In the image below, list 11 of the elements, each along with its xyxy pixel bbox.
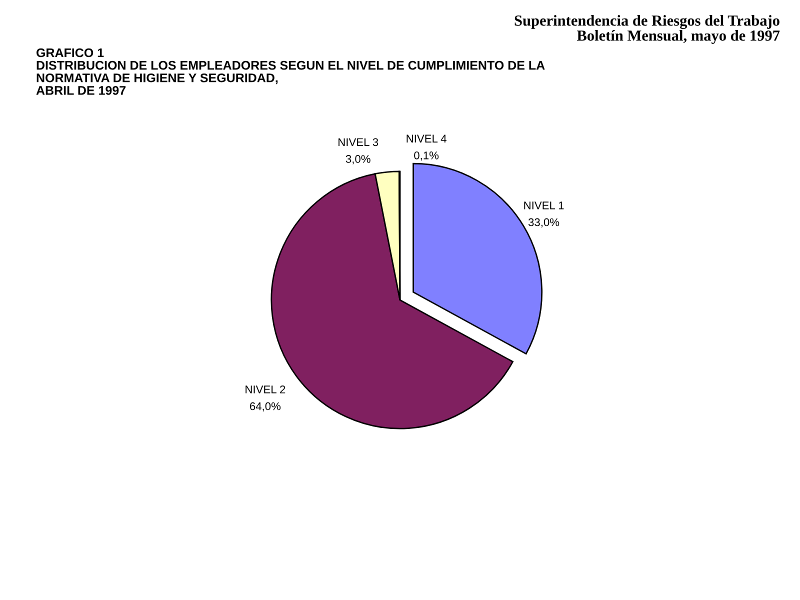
slice-label: NIVEL 4 [406, 134, 446, 142]
chart-title: GRAFICO 1 DISTRIBUCION DE LOS EMPLEADORES SEGUN EL NIVEL DE CUMPLIMIENTO DE LA NORMATIVA DE HIGIENE Y SEGURIDAD, ABRIL DE 1997 [36, 48, 545, 95]
slice-label: NIVEL 2 [246, 386, 286, 394]
slice-label: NIVEL 3 [338, 138, 378, 146]
slice-label: NIVEL 1 [524, 202, 564, 210]
data-label: 0,1% [414, 151, 439, 161]
data-label: 3,0% [346, 155, 370, 164]
text: Superintendencia de Riesgos del Trabajo [514, 15, 780, 29]
data-label: 64,0% [250, 402, 281, 412]
data-label: 33,0% [528, 218, 560, 228]
text: Boletín Mensual, mayo de 1997 [576, 30, 780, 44]
